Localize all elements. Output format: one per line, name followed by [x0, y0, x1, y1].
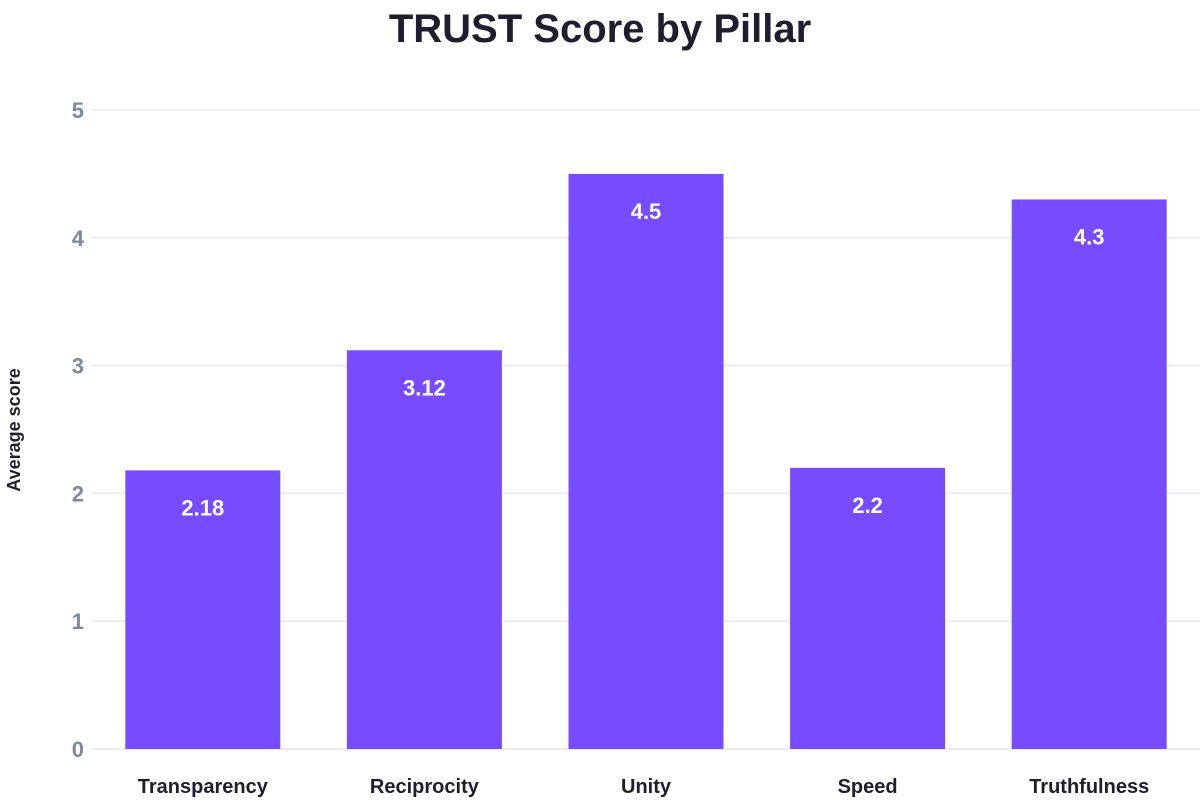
- bar-value-label: 2.18: [181, 495, 224, 520]
- chart-title: TRUST Score by Pillar: [389, 7, 811, 51]
- bar-reciprocity: [346, 350, 502, 749]
- bar-value-label: 3.12: [403, 375, 446, 400]
- x-tick-label: Speed: [838, 776, 898, 798]
- bar-unity: [568, 173, 724, 749]
- bar-value-label: 4.5: [631, 199, 662, 224]
- y-tick-label: 1: [72, 609, 84, 634]
- y-axis-label: Average score: [4, 368, 24, 491]
- y-tick-label: 0: [72, 737, 84, 762]
- bar-transparency: [125, 470, 281, 749]
- x-axis-ticks: Transparency Reciprocity Unity Speed Truthfu…: [138, 776, 1149, 798]
- x-tick-label: Transparency: [138, 776, 269, 798]
- x-tick-label: Reciprocity: [370, 776, 480, 798]
- bars: 2.18 3.12 4.5 2.2 4.3: [125, 173, 1167, 749]
- x-tick-label: Unity: [621, 776, 672, 798]
- bar-value-label: 4.3: [1074, 224, 1105, 249]
- x-tick-label: Truthfulness: [1029, 776, 1149, 798]
- bar-value-label: 2.2: [852, 493, 883, 518]
- y-tick-label: 4: [72, 226, 85, 251]
- y-axis-ticks: 0 1 2 3 4 5: [72, 98, 85, 762]
- y-tick-label: 3: [72, 354, 84, 379]
- y-tick-label: 5: [72, 98, 84, 123]
- bar-truthfulness: [1011, 199, 1167, 749]
- y-tick-label: 2: [72, 481, 84, 506]
- bar-speed: [790, 467, 946, 749]
